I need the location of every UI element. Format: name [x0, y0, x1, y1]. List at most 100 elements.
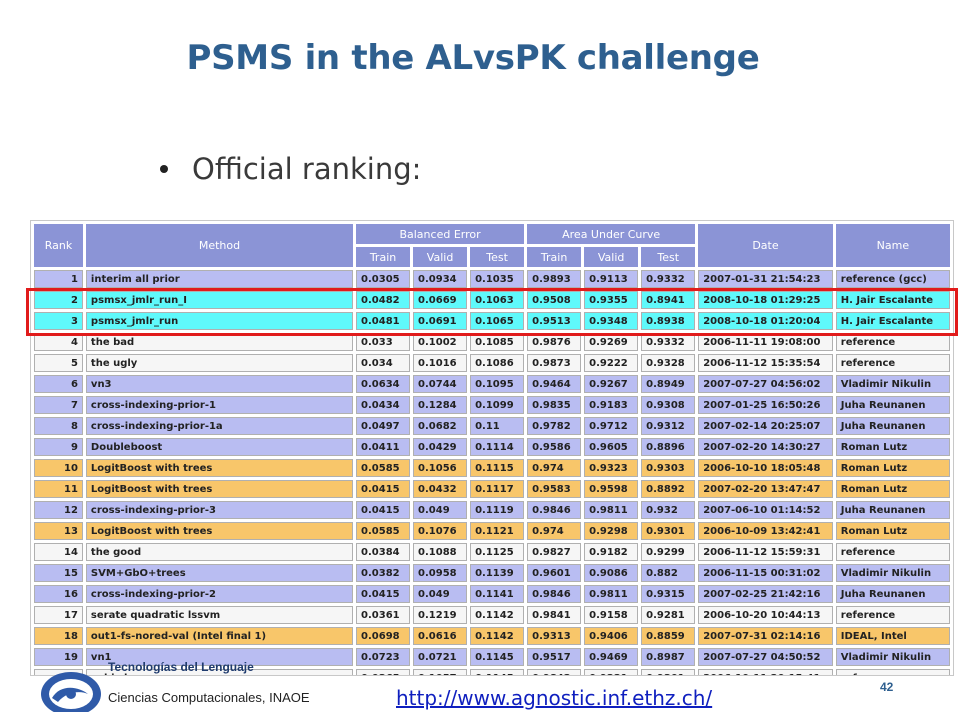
- cell-method: psmsx_jmlr_run_I: [85, 291, 354, 309]
- table-row[interactable]: 18 out1-fs-nored-val (Intel final 1) 0.069…: [34, 627, 950, 645]
- cell-rank: 9: [34, 438, 83, 456]
- cell-be-train: 0.0698: [356, 627, 411, 645]
- header-be-test[interactable]: Test: [470, 247, 525, 267]
- cell-name: reference: [835, 669, 950, 675]
- cell-rank: 10: [34, 459, 83, 477]
- cell-method: the good: [85, 543, 354, 561]
- table-row[interactable]: 15 SVM+GbO+trees 0.0382 0.0958 0.1139 0.9601 0…: [34, 564, 950, 582]
- header-name[interactable]: Name: [835, 224, 950, 267]
- table-row[interactable]: 6 vn3 0.0634 0.0744 0.1095 0.9464 0.9267 0.8949…: [34, 375, 950, 393]
- cell-auc-test: 0.9315: [641, 585, 696, 603]
- table-row[interactable]: 7 cross-indexing-prior-1 0.0434 0.1284 0.109…: [34, 396, 950, 414]
- cell-date: 2006-10-09 13:42:41: [698, 522, 833, 540]
- cell-auc-valid: 0.9182: [584, 543, 639, 561]
- cell-be-valid: 0.0744: [413, 375, 468, 393]
- cell-be-train: 0.0382: [356, 564, 411, 582]
- cell-be-valid: 0.1002: [413, 333, 468, 351]
- table-row[interactable]: 9 Doubleboost 0.0411 0.0429 0.1114 0.9586 0.96…: [34, 438, 950, 456]
- table-header-row: Rank Method Balanced Error Area Under Cu…: [34, 224, 950, 267]
- cell-date: 2006-10-11 20:15:41: [698, 669, 833, 675]
- header-auc-valid[interactable]: Valid: [584, 247, 639, 267]
- cell-date: 2007-07-27 04:50:52: [698, 648, 833, 666]
- header-balanced-error[interactable]: Balanced Error: [356, 224, 525, 244]
- cell-rank: 5: [34, 354, 83, 372]
- header-rank[interactable]: Rank: [34, 224, 83, 267]
- cell-method: Doubleboost: [85, 438, 354, 456]
- cell-be-valid: 0.1057: [413, 669, 468, 675]
- cell-auc-valid: 0.9811: [584, 585, 639, 603]
- cell-be-train: 0.0365: [356, 669, 411, 675]
- table-row[interactable]: 4 the bad 0.033 0.1002 0.1085 0.9876 0.9269 0.9…: [34, 333, 950, 351]
- header-date[interactable]: Date: [698, 224, 833, 267]
- table-row[interactable]: 19 vn1 0.0723 0.0721 0.1145 0.9517 0.9469 0.898…: [34, 648, 950, 666]
- cell-be-train: 0.033: [356, 333, 411, 351]
- bullet-text: Official ranking:: [192, 152, 422, 186]
- cell-be-test: 0.11: [470, 417, 525, 435]
- table-row[interactable]: 3 psmsx_jmlr_run 0.0481 0.0691 0.1065 0.9513 0…: [34, 312, 950, 330]
- cell-auc-train: 0.974: [527, 459, 582, 477]
- cell-name: Vladimir Nikulin: [835, 375, 950, 393]
- cell-be-train: 0.0634: [356, 375, 411, 393]
- header-auc-test[interactable]: Test: [641, 247, 696, 267]
- cell-auc-test: 0.9301: [641, 669, 696, 675]
- header-be-valid[interactable]: Valid: [413, 247, 468, 267]
- cell-rank: 7: [34, 396, 83, 414]
- cell-method: cross-indexing-prior-2: [85, 585, 354, 603]
- bullet-item: Official ranking:: [160, 152, 421, 186]
- cell-be-train: 0.0361: [356, 606, 411, 624]
- cell-be-valid: 0.0691: [413, 312, 468, 330]
- header-be-train[interactable]: Train: [356, 247, 411, 267]
- table-row[interactable]: 16 cross-indexing-prior-2 0.0415 0.049 0.114…: [34, 585, 950, 603]
- cell-method: LogitBoost with trees: [85, 459, 354, 477]
- table-row[interactable]: 2 psmsx_jmlr_run_I 0.0482 0.0669 0.1063 0.950…: [34, 291, 950, 309]
- table-row[interactable]: 8 cross-indexing-prior-1a 0.0497 0.0682 0.11…: [34, 417, 950, 435]
- cell-be-train: 0.0585: [356, 522, 411, 540]
- table-row[interactable]: 20cubic lssvm0.03650.10570.11450.98420.9…: [34, 669, 950, 675]
- cell-auc-valid: 0.9712: [584, 417, 639, 435]
- cell-be-test: 0.1142: [470, 627, 525, 645]
- agnostic-link[interactable]: http://www.agnostic.inf.ethz.ch/: [396, 686, 713, 710]
- header-auc-train[interactable]: Train: [527, 247, 582, 267]
- cell-auc-train: 0.9842: [527, 669, 582, 675]
- table-row[interactable]: 10 LogitBoost with trees 0.0585 0.1056 0.111…: [34, 459, 950, 477]
- cell-date: 2006-10-10 18:05:48: [698, 459, 833, 477]
- cell-method: out1-fs-nored-val (Intel final 1): [85, 627, 354, 645]
- cell-auc-valid: 0.9811: [584, 501, 639, 519]
- cell-be-test: 0.1099: [470, 396, 525, 414]
- cell-auc-train: 0.9846: [527, 501, 582, 519]
- table-row[interactable]: 17 serate quadratic lssvm 0.0361 0.1219 0.11…: [34, 606, 950, 624]
- table-row[interactable]: 12 cross-indexing-prior-3 0.0415 0.049 0.111…: [34, 501, 950, 519]
- cell-auc-train: 0.9583: [527, 480, 582, 498]
- cell-name: reference: [835, 354, 950, 372]
- cell-name: Juha Reunanen: [835, 417, 950, 435]
- table-row[interactable]: 14 the good 0.0384 0.1088 0.1125 0.9827 0.9182…: [34, 543, 950, 561]
- cell-auc-test: 0.9332: [641, 270, 696, 288]
- cell-be-test: 0.1035: [470, 270, 525, 288]
- cell-auc-valid: 0.9406: [584, 627, 639, 645]
- cell-method: serate quadratic lssvm: [85, 606, 354, 624]
- table-row[interactable]: 11 LogitBoost with trees 0.0415 0.0432 0.111…: [34, 480, 950, 498]
- cell-auc-valid: 0.9086: [584, 564, 639, 582]
- cell-date: 2006-11-12 15:35:54: [698, 354, 833, 372]
- cell-auc-valid: 0.9323: [584, 459, 639, 477]
- ranking-table: Rank Method Balanced Error Area Under Cu…: [31, 221, 953, 675]
- cell-name: Juha Reunanen: [835, 396, 950, 414]
- header-area-under-curve[interactable]: Area Under Curve: [527, 224, 696, 244]
- cell-auc-valid: 0.9222: [584, 354, 639, 372]
- cell-be-train: 0.034: [356, 354, 411, 372]
- cell-auc-valid: 0.9298: [584, 522, 639, 540]
- table-row[interactable]: 1 interim all prior 0.0305 0.0934 0.1035 0.98…: [34, 270, 950, 288]
- table-row[interactable]: 13 LogitBoost with trees 0.0585 0.1076 0.112…: [34, 522, 950, 540]
- cell-name: reference: [835, 606, 950, 624]
- cell-be-valid: 0.1016: [413, 354, 468, 372]
- slide-title: PSMS in the ALvsPK challenge: [186, 38, 760, 78]
- cell-auc-train: 0.9517: [527, 648, 582, 666]
- cell-method: LogitBoost with trees: [85, 480, 354, 498]
- header-method[interactable]: Method: [85, 224, 354, 267]
- table-row[interactable]: 5 the ugly 0.034 0.1016 0.1086 0.9873 0.9222 0.…: [34, 354, 950, 372]
- cell-be-valid: 0.1284: [413, 396, 468, 414]
- cell-date: 2007-01-25 16:50:26: [698, 396, 833, 414]
- cell-auc-valid: 0.9113: [584, 270, 639, 288]
- footer-line-2: Ciencias Computacionales, INAOE: [108, 690, 310, 705]
- cell-be-valid: 0.049: [413, 585, 468, 603]
